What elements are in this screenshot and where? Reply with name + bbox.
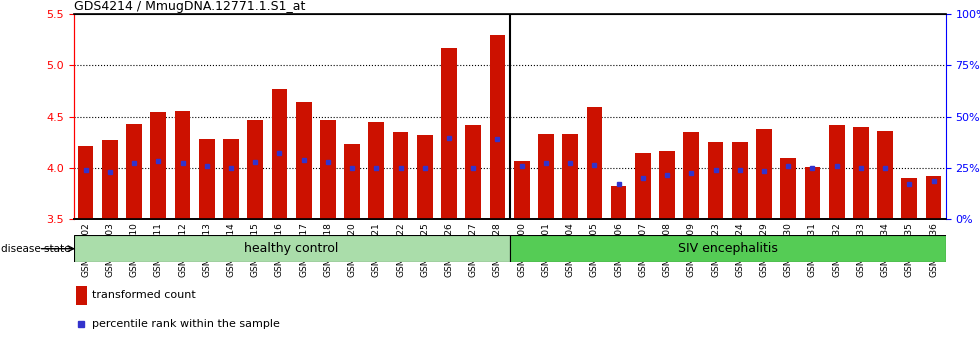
- Bar: [441, 48, 457, 219]
- Bar: [926, 176, 942, 219]
- Bar: [368, 122, 384, 219]
- Bar: [732, 143, 748, 219]
- Bar: [902, 178, 917, 219]
- Bar: [635, 153, 651, 219]
- Bar: [174, 111, 190, 219]
- Bar: [510, 235, 946, 262]
- Text: SIV encephalitis: SIV encephalitis: [678, 242, 777, 255]
- Bar: [393, 132, 409, 219]
- Bar: [102, 141, 118, 219]
- Bar: [74, 235, 510, 262]
- Bar: [126, 124, 142, 219]
- Bar: [877, 131, 893, 219]
- Bar: [660, 151, 675, 219]
- Bar: [708, 143, 723, 219]
- Bar: [757, 129, 772, 219]
- Bar: [296, 102, 312, 219]
- Text: healthy control: healthy control: [244, 242, 339, 255]
- Bar: [490, 35, 506, 219]
- Bar: [611, 185, 626, 219]
- Bar: [199, 139, 215, 219]
- Bar: [780, 158, 796, 219]
- Bar: [538, 134, 554, 219]
- Bar: [683, 132, 699, 219]
- Bar: [563, 134, 578, 219]
- Text: percentile rank within the sample: percentile rank within the sample: [92, 319, 280, 329]
- Text: disease state: disease state: [1, 244, 71, 254]
- Bar: [416, 135, 433, 219]
- Bar: [320, 120, 336, 219]
- Bar: [586, 107, 603, 219]
- Bar: [223, 139, 239, 219]
- Bar: [76, 286, 86, 305]
- Bar: [466, 125, 481, 219]
- Bar: [805, 167, 820, 219]
- Bar: [853, 127, 869, 219]
- Text: transformed count: transformed count: [92, 290, 196, 300]
- Bar: [829, 125, 845, 219]
- Bar: [77, 145, 93, 219]
- Bar: [271, 89, 287, 219]
- Bar: [247, 120, 263, 219]
- Bar: [514, 161, 529, 219]
- Text: GDS4214 / MmugDNA.12771.1.S1_at: GDS4214 / MmugDNA.12771.1.S1_at: [74, 0, 305, 13]
- Bar: [344, 143, 360, 219]
- Bar: [150, 112, 167, 219]
